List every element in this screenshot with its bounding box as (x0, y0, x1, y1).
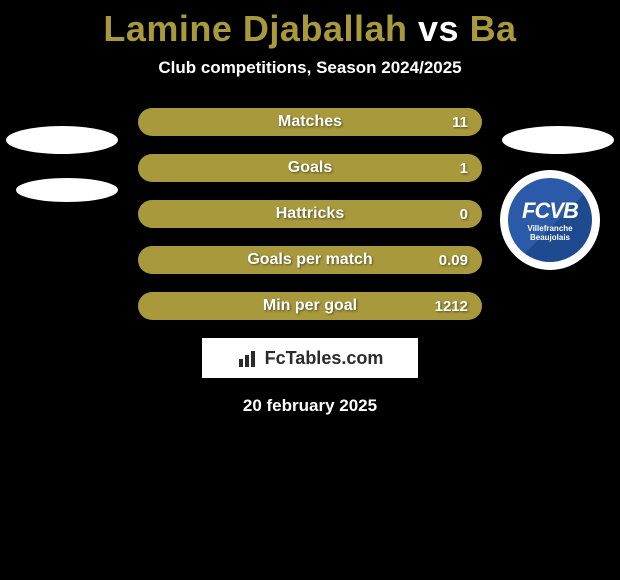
stats-area: FCVB Villefranche Beaujolais Matches 11 … (0, 108, 620, 416)
player1-name: Lamine Djaballah (103, 8, 407, 49)
player2-placeholder-ellipse (502, 126, 614, 154)
watermark-text: FcTables.com (265, 348, 384, 369)
stat-label: Hattricks (276, 205, 344, 223)
competition-subtitle: Club competitions, Season 2024/2025 (0, 58, 620, 78)
player2-name: Ba (470, 8, 517, 49)
bar-chart-icon (237, 349, 259, 367)
stat-label: Matches (278, 113, 342, 131)
club-badge-inner: FCVB Villefranche Beaujolais (508, 178, 592, 262)
stat-bar-matches: Matches 11 (138, 108, 482, 136)
stat-value: 11 (452, 114, 468, 131)
stat-value: 1212 (435, 298, 468, 315)
stat-label: Min per goal (263, 297, 357, 315)
stat-value: 1 (460, 160, 468, 177)
club-badge-subtext1: Villefranche (527, 224, 572, 233)
stat-bar-min-per-goal: Min per goal 1212 (138, 292, 482, 320)
stat-value: 0 (460, 206, 468, 223)
stat-label: Goals per match (247, 251, 372, 269)
vs-separator: vs (418, 8, 459, 49)
club-badge-text: FCVB (522, 198, 578, 224)
player1-placeholder-ellipse-2 (16, 178, 118, 202)
stat-bar-goals-per-match: Goals per match 0.09 (138, 246, 482, 274)
stat-value: 0.09 (439, 252, 468, 269)
comparison-title: Lamine Djaballah vs Ba (0, 0, 620, 50)
player1-placeholder-ellipse-1 (6, 126, 118, 154)
stat-bars: Matches 11 Goals 1 Hattricks 0 Goals per… (138, 108, 482, 320)
club-badge-subtext2: Beaujolais (530, 233, 570, 242)
player2-club-badge: FCVB Villefranche Beaujolais (500, 170, 600, 270)
stat-bar-hattricks: Hattricks 0 (138, 200, 482, 228)
stat-label: Goals (288, 159, 332, 177)
snapshot-date: 20 february 2025 (0, 396, 620, 416)
stat-bar-goals: Goals 1 (138, 154, 482, 182)
watermark: FcTables.com (202, 338, 418, 378)
